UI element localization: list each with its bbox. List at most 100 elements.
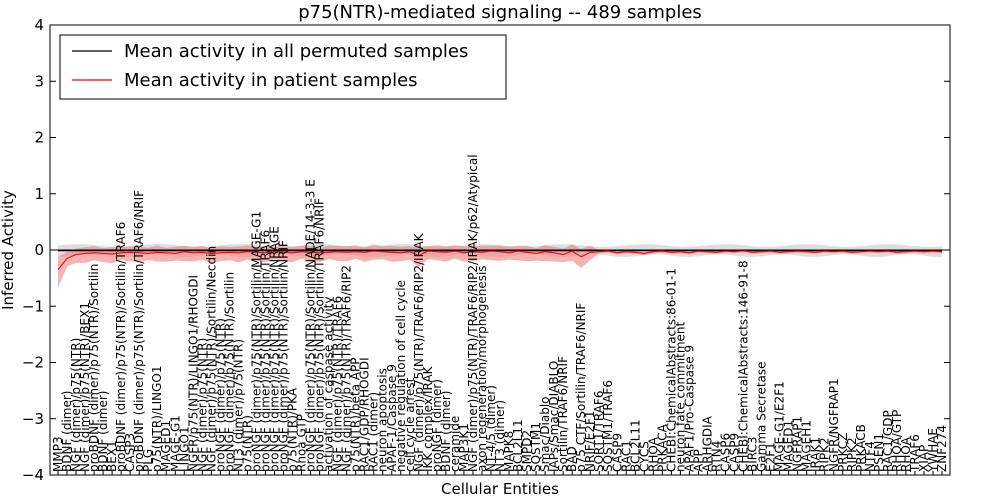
x-tick-label: PLG (141, 449, 155, 472)
x-tick-label: activation of caspase activity (322, 297, 336, 472)
x-tick-label: MMP3 (51, 436, 65, 472)
x-tick-label: p75(NTR) (240, 415, 254, 472)
x-tick-label: APAF-1/Caspase 9 (385, 364, 399, 472)
x-tick-label: XIAP (917, 445, 931, 472)
x-tick-label: NGF (dimer)/p75(NTR) (195, 338, 209, 472)
x-tick-label: CASP6 (719, 433, 733, 472)
x-axis-label: Cellular Entities (441, 480, 559, 498)
x-tick-label: axon regeneration/morphogenesis (475, 265, 489, 472)
x-tick-label: MAP3K1 (457, 423, 471, 472)
x-tick-label: proNGF (dimer)/p75(NTR)/Sortilin (222, 272, 236, 472)
x-tick-label: MAGE-G1/E2F1 (773, 381, 787, 472)
x-tick-label: BEX1 (105, 440, 119, 472)
y-axis: 4 3 2 1 0 −1 −2 −3 −4 (22, 16, 950, 484)
x-tick-label: proNGF (dimer)/p75(NTR)/Sortilin/NRIF (277, 240, 291, 472)
x-tick-label: p75 CTF/Sortilin/TRAF6/NRIF (574, 303, 588, 472)
x-tick-label: NGF (dimer)/p75(NTR)/TRAF6/RIP2 (340, 265, 354, 472)
y-tick-label: −4 (22, 466, 44, 484)
x-tick-label: proNGF (dimer)/p75(NTR) (213, 318, 227, 472)
x-tick-label: BAD (565, 446, 579, 472)
x-tick-label: RAC1 (619, 440, 633, 472)
x-tick-label: proBDNF (dimer)/p75(NTR)/Sortilin/TRAF6/… (132, 190, 146, 472)
x-tick-label: RAC1/GDP/RHOGDI (358, 357, 372, 472)
x-tick-label: TRAF6 (908, 434, 922, 473)
x-tick-label: NGF (dimer)/p75(NTR)/BEX1 (78, 302, 92, 472)
x-tick-label: proNGF (dimer)/p75(NTR)/Sortilin/NRAGE (268, 226, 282, 472)
x-tick-label: p75(NTR)/beta APP (349, 358, 363, 473)
x-tick-label: NGFRAP1 (791, 416, 805, 472)
x-tick-label: cell cycle arrest (403, 377, 417, 472)
y-tick-label: −1 (22, 297, 44, 315)
patient-band (58, 244, 942, 288)
x-tick-label: MAGED1 (782, 420, 796, 472)
x-tick-label: p75(NTR)/PKA (286, 387, 300, 472)
legend-frame (59, 34, 507, 100)
x-tick-label: APAF1/Pro-Caspase 9 (682, 345, 696, 472)
x-tick-label: MAGE-G1 (168, 415, 182, 472)
x-tick-label: RHOA (899, 436, 913, 472)
x-tick-label: APP (691, 449, 705, 472)
x-tick-label: MAGED1 (159, 420, 173, 472)
y-tick-label: 4 (34, 16, 44, 34)
x-tick-label: BDNF (dimer) (439, 391, 453, 473)
x-tick-label: YWHAE (926, 428, 940, 473)
x-tick-label: Smac/Diablo (538, 396, 552, 472)
x-tick-label: NRIF/E2F1 (583, 410, 597, 472)
x-tick-label: Gamma Secretase (755, 361, 769, 472)
legend-label-permuted: Mean activity in all permuted samples (124, 41, 468, 62)
x-tick-label: BDNF (dimer) (60, 391, 74, 473)
legend: Mean activity in all permuted samples Me… (59, 34, 507, 100)
x-tick-label: Rhoa GTP (295, 414, 309, 472)
y-tick-label: 1 (34, 185, 44, 203)
x-tick-label: CASP9 (728, 433, 742, 472)
x-tick-label: proNGF (dimer) (430, 379, 444, 472)
x-tick-label: NGF (dimer)/p75(NTR)/TRAF6/RIP2/IRAK (412, 232, 426, 472)
x-tick-label: negative regulation of cell cycle (394, 280, 408, 472)
x-tick-label: ceramide (448, 416, 462, 472)
x-tick-label: RIPK2 (818, 437, 832, 472)
x-tick-label: proNGF (dimer)/p75(NTR)/Sortilin/NADE/14… (304, 179, 318, 472)
series-line-patient (57, 250, 943, 271)
chart-title: p75(NTR)-mediated signaling -- 489 sampl… (298, 2, 702, 23)
x-tick-label: NGF (dimer)/p75(NTR)/Sortilin/Necdin (204, 246, 218, 472)
x-tick-label: NT-4/5 (dimer) (484, 385, 498, 472)
x-tick-label: ARHGDIA (701, 415, 715, 472)
legend-label-patient: Mean activity in patient samples (124, 70, 418, 91)
x-tick-label: CHEBI:ChemicalAbstracts:86-01-1 (664, 268, 678, 472)
x-tick-label: RHOA (646, 436, 660, 472)
x-tick-label: p75(NTR)/LINGO1 (150, 365, 164, 472)
x-tick-label: BCL2L11 (628, 419, 642, 472)
x-tick-label: neuron fate commitment (673, 321, 687, 472)
x-tick-label: CASP3 (123, 433, 137, 472)
x-tick-label: RAC1 (dimer) (367, 392, 381, 472)
x-tick-label: proNGF (dimer)/p75(NTR)/Sortilin/TRAF6 (259, 230, 273, 472)
x-tick-label: CHEBI:ChemicalAbstracts:146-91-8 (737, 260, 751, 472)
x-tick-label: MAGEH1 (800, 420, 814, 472)
y-tick-label: −3 (22, 410, 44, 428)
x-tick-label: PSEN1 (872, 433, 886, 472)
x-tick-label: SORT1/TRAF6 (592, 391, 606, 472)
x-tick-label: NT3 (dimer) (493, 400, 507, 472)
x-tick-label: BIRC3 (746, 436, 760, 472)
x-tick-label: ZNF274 (935, 425, 949, 472)
y-axis-label: Inferred Activity (0, 190, 17, 310)
x-tick-label: NGFR/p75(NTR)/LINGO1/RHOGDI (186, 275, 200, 472)
x-tick-label: proNGF (dimer)/p75(NTR)/Sortilin/MAGE-G1 (249, 211, 263, 472)
x-tick-label: NGFR/NGFRAP1 (827, 378, 841, 472)
y-tick-label: 0 (34, 241, 44, 259)
x-tick-label: NT3 (dimer)/p75(NTR) (231, 339, 245, 472)
x-tick-label: CASP9 (610, 433, 624, 472)
x-tick-label: Sortilin/TRAF6/NRIF (556, 356, 570, 472)
x-tick-label: SQSTM1 (529, 422, 543, 472)
x-tick-label: IKK complex/IRAK (421, 365, 435, 472)
x-tick-label: MAPK8 (502, 431, 516, 472)
x-tick-label: SQSTM1/TRAF6 (601, 380, 615, 472)
x-tick-label: proBDNF (dimer)/p75(NTR)/Sortilin/TRAF6 (114, 222, 128, 472)
x-tick-label: CYCS (637, 441, 651, 472)
x-tick-label: NGF (dimer)/p75(NTR) (69, 338, 83, 472)
y-tick-label: 2 (34, 129, 44, 147)
x-tick-label: NTF4 (863, 441, 877, 472)
x-tick-label: neuron apoptosis (376, 368, 390, 472)
